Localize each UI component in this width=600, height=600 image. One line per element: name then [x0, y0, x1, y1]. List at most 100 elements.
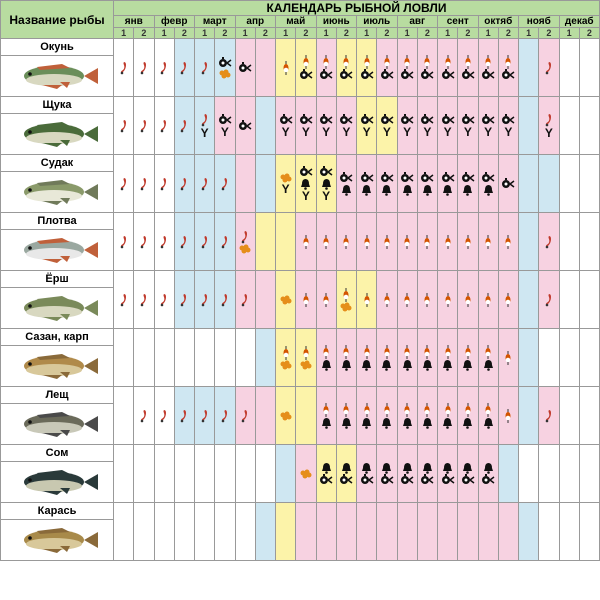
half-label: 1	[519, 28, 539, 39]
calendar-cell	[579, 503, 599, 561]
calendar-cell	[134, 445, 154, 503]
calendar-cell	[336, 155, 356, 213]
calendar-cell: Y	[478, 97, 498, 155]
month-header: октяб	[478, 16, 519, 28]
calendar-cell	[134, 387, 154, 445]
calendar-cell	[478, 503, 498, 561]
calendar-cell	[438, 329, 458, 387]
calendar-cell	[255, 39, 275, 97]
calendar-cell	[134, 271, 154, 329]
calendar-cell	[458, 155, 478, 213]
calendar-cell	[296, 39, 316, 97]
calendar-cell	[579, 387, 599, 445]
calendar-cell	[478, 329, 498, 387]
calendar-cell	[458, 329, 478, 387]
calendar-cell	[478, 39, 498, 97]
calendar-cell	[397, 503, 417, 561]
calendar-cell	[235, 213, 255, 271]
calendar-cell	[255, 213, 275, 271]
calendar-cell	[478, 213, 498, 271]
calendar-cell	[417, 155, 437, 213]
calendar-cell	[174, 97, 194, 155]
calendar-cell	[438, 39, 458, 97]
calendar-cell	[255, 445, 275, 503]
fish-name: Ёрш	[1, 271, 114, 288]
calendar-cell	[397, 271, 417, 329]
calendar-cell	[357, 387, 377, 445]
half-label: 1	[235, 28, 255, 39]
half-label: 2	[458, 28, 478, 39]
calendar-cell	[215, 155, 235, 213]
calendar-cell	[235, 155, 255, 213]
calendar-cell	[498, 271, 518, 329]
calendar-cell	[154, 445, 174, 503]
calendar-cell	[235, 329, 255, 387]
calendar-cell	[215, 39, 235, 97]
fish-image	[1, 404, 114, 445]
calendar-cell	[134, 97, 154, 155]
half-label: 1	[276, 28, 296, 39]
calendar-cell	[357, 155, 377, 213]
half-label: 1	[438, 28, 458, 39]
half-label: 1	[114, 28, 134, 39]
calendar-cell: Y	[316, 155, 336, 213]
calendar-cell	[114, 271, 134, 329]
calendar-cell	[114, 213, 134, 271]
half-label: 1	[559, 28, 579, 39]
calendar-cell	[417, 329, 437, 387]
calendar-cell	[114, 503, 134, 561]
calendar-cell: Y	[539, 97, 559, 155]
fish-image	[1, 230, 114, 271]
month-header: декаб	[559, 16, 600, 28]
calendar-cell: Y	[215, 97, 235, 155]
fish-name: Щука	[1, 97, 114, 114]
fish-name: Судак	[1, 155, 114, 172]
calendar-cell	[519, 155, 539, 213]
calendar-cell: Y	[316, 97, 336, 155]
calendar-cell	[235, 271, 255, 329]
calendar-cell	[195, 271, 215, 329]
calendar-cell	[174, 39, 194, 97]
calendar-cell	[559, 39, 579, 97]
calendar-cell	[438, 445, 458, 503]
calendar-cell	[377, 271, 397, 329]
calendar-cell	[154, 271, 174, 329]
calendar-cell	[134, 503, 154, 561]
calendar-cell: Y	[377, 97, 397, 155]
calendar-cell	[316, 213, 336, 271]
calendar-cell	[276, 445, 296, 503]
fish-name: Сазан, карп	[1, 329, 114, 346]
calendar-cell	[255, 155, 275, 213]
calendar-cell	[336, 271, 356, 329]
calendar-cell	[316, 387, 336, 445]
calendar-cell	[195, 503, 215, 561]
calendar-cell	[215, 387, 235, 445]
fish-image	[1, 462, 114, 503]
calendar-cell	[134, 39, 154, 97]
calendar-cell	[579, 155, 599, 213]
calendar-cell	[114, 387, 134, 445]
calendar-cell	[498, 445, 518, 503]
half-label: 1	[316, 28, 336, 39]
calendar-cell	[114, 39, 134, 97]
month-header: нояб	[519, 16, 560, 28]
half-label: 1	[154, 28, 174, 39]
calendar-cell	[377, 39, 397, 97]
calendar-cell	[438, 213, 458, 271]
calendar-cell	[438, 387, 458, 445]
half-label: 2	[174, 28, 194, 39]
calendar-cell	[377, 445, 397, 503]
calendar-cell	[519, 97, 539, 155]
month-header: апр	[235, 16, 276, 28]
calendar-cell	[235, 445, 255, 503]
half-label: 2	[134, 28, 154, 39]
month-header: март	[195, 16, 236, 28]
month-header: июнь	[316, 16, 357, 28]
calendar-cell	[458, 213, 478, 271]
calendar-cell	[498, 155, 518, 213]
header-fishname: Название рыбы	[1, 1, 114, 39]
calendar-cell	[377, 387, 397, 445]
calendar-cell	[438, 503, 458, 561]
calendar-cell	[438, 271, 458, 329]
calendar-cell	[498, 213, 518, 271]
